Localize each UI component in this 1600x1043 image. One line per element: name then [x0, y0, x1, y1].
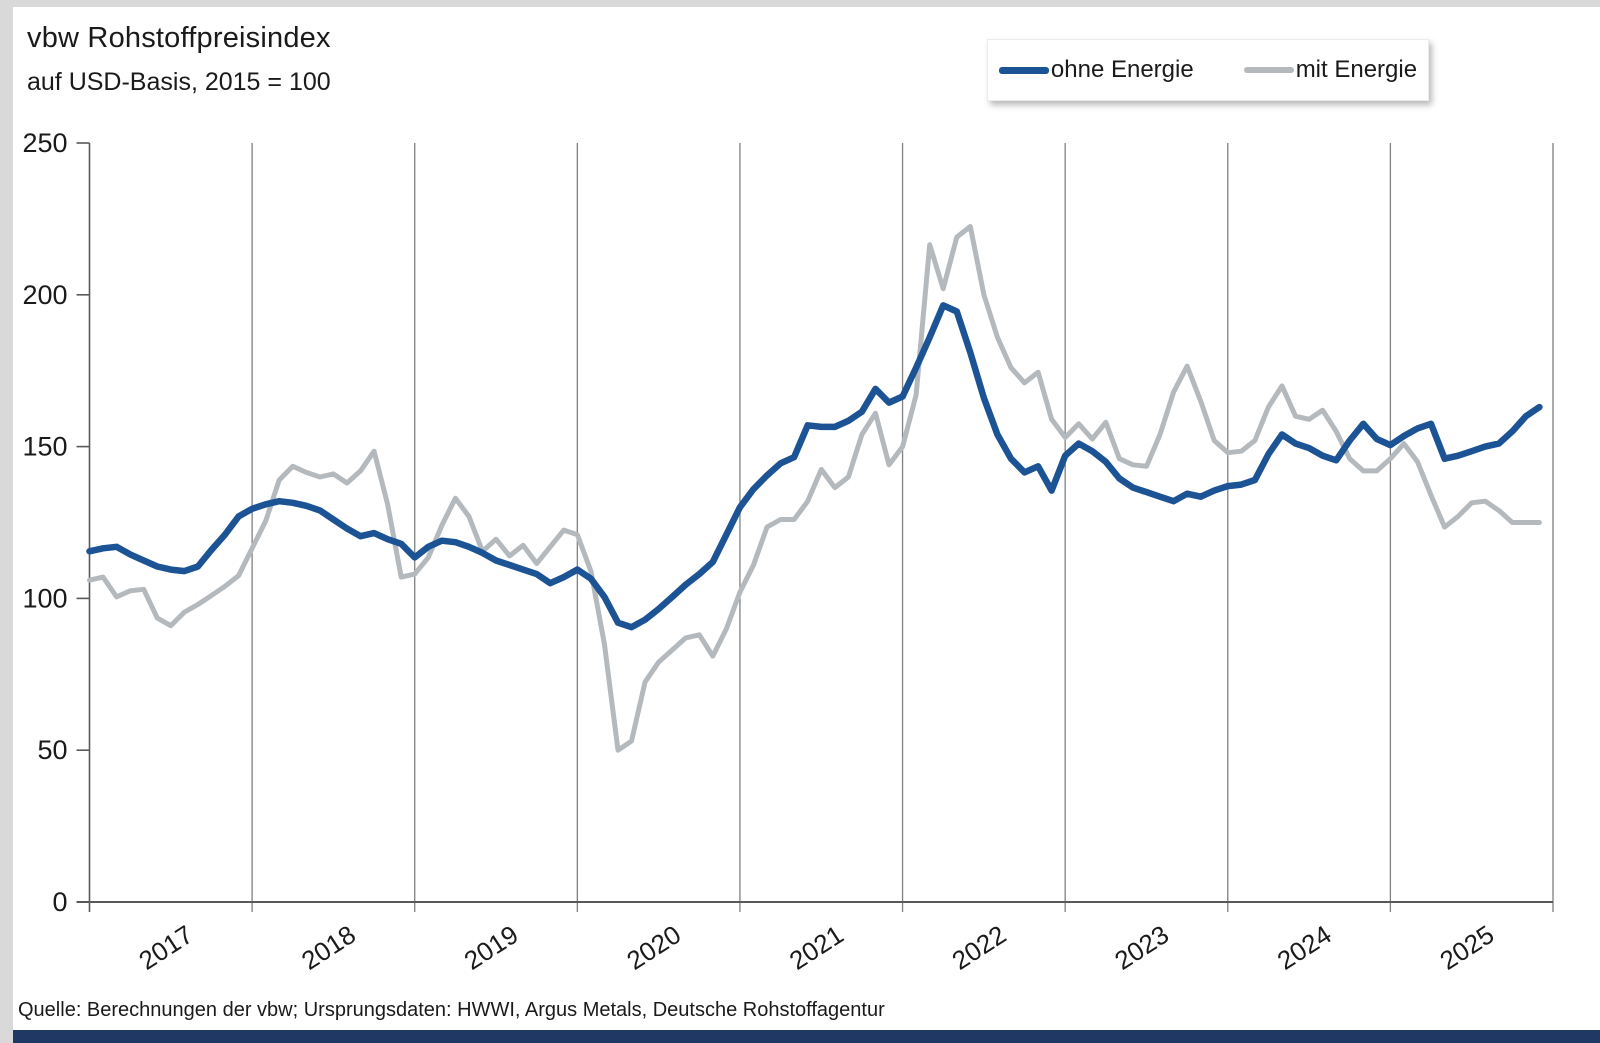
y-tick-label: 200 — [22, 280, 67, 310]
y-tick-label: 150 — [22, 432, 67, 462]
x-year-label: 2023 — [1109, 919, 1174, 976]
legend-label-ohne-energie: ohne Energie — [1050, 56, 1194, 83]
page-title: vbw Rohstoffpreisindex — [27, 22, 331, 54]
bottom-accent-bar — [13, 1030, 1600, 1043]
page-subtitle: auf USD-Basis, 2015 = 100 — [27, 68, 331, 96]
chart-panel — [13, 7, 1600, 1043]
series-line-ohne-energie — [86, 302, 1543, 631]
x-year-label: 2024 — [1272, 919, 1337, 976]
y-tick-label: 50 — [37, 735, 67, 765]
x-year-label: 2025 — [1434, 919, 1499, 976]
legend-line-swatch-ohne-energie — [998, 66, 1049, 74]
source-note: Quelle: Berechnungen der vbw; Ursprungsd… — [18, 999, 885, 1021]
legend-item-mit-energie: mit Energie — [1243, 56, 1418, 84]
y-tick-label: 0 — [52, 887, 67, 917]
legend-item-ohne-energie: ohne Energie — [998, 56, 1194, 84]
x-year-label: 2018 — [296, 919, 361, 976]
x-year-label: 2020 — [621, 919, 686, 976]
series-line-mit-energie — [87, 224, 1542, 753]
x-year-label: 2022 — [947, 919, 1012, 976]
x-year-label: 2019 — [459, 919, 524, 976]
legend: ohne Energie mit Energie — [987, 39, 1429, 101]
legend-label-mit-energie: mit Energie — [1295, 56, 1418, 83]
x-year-label: 2021 — [784, 919, 849, 976]
legend-line-swatch-mit-energie — [1243, 67, 1294, 73]
y-tick-label: 100 — [22, 583, 67, 613]
x-year-label: 2017 — [133, 919, 198, 976]
y-tick-label: 250 — [22, 128, 67, 158]
